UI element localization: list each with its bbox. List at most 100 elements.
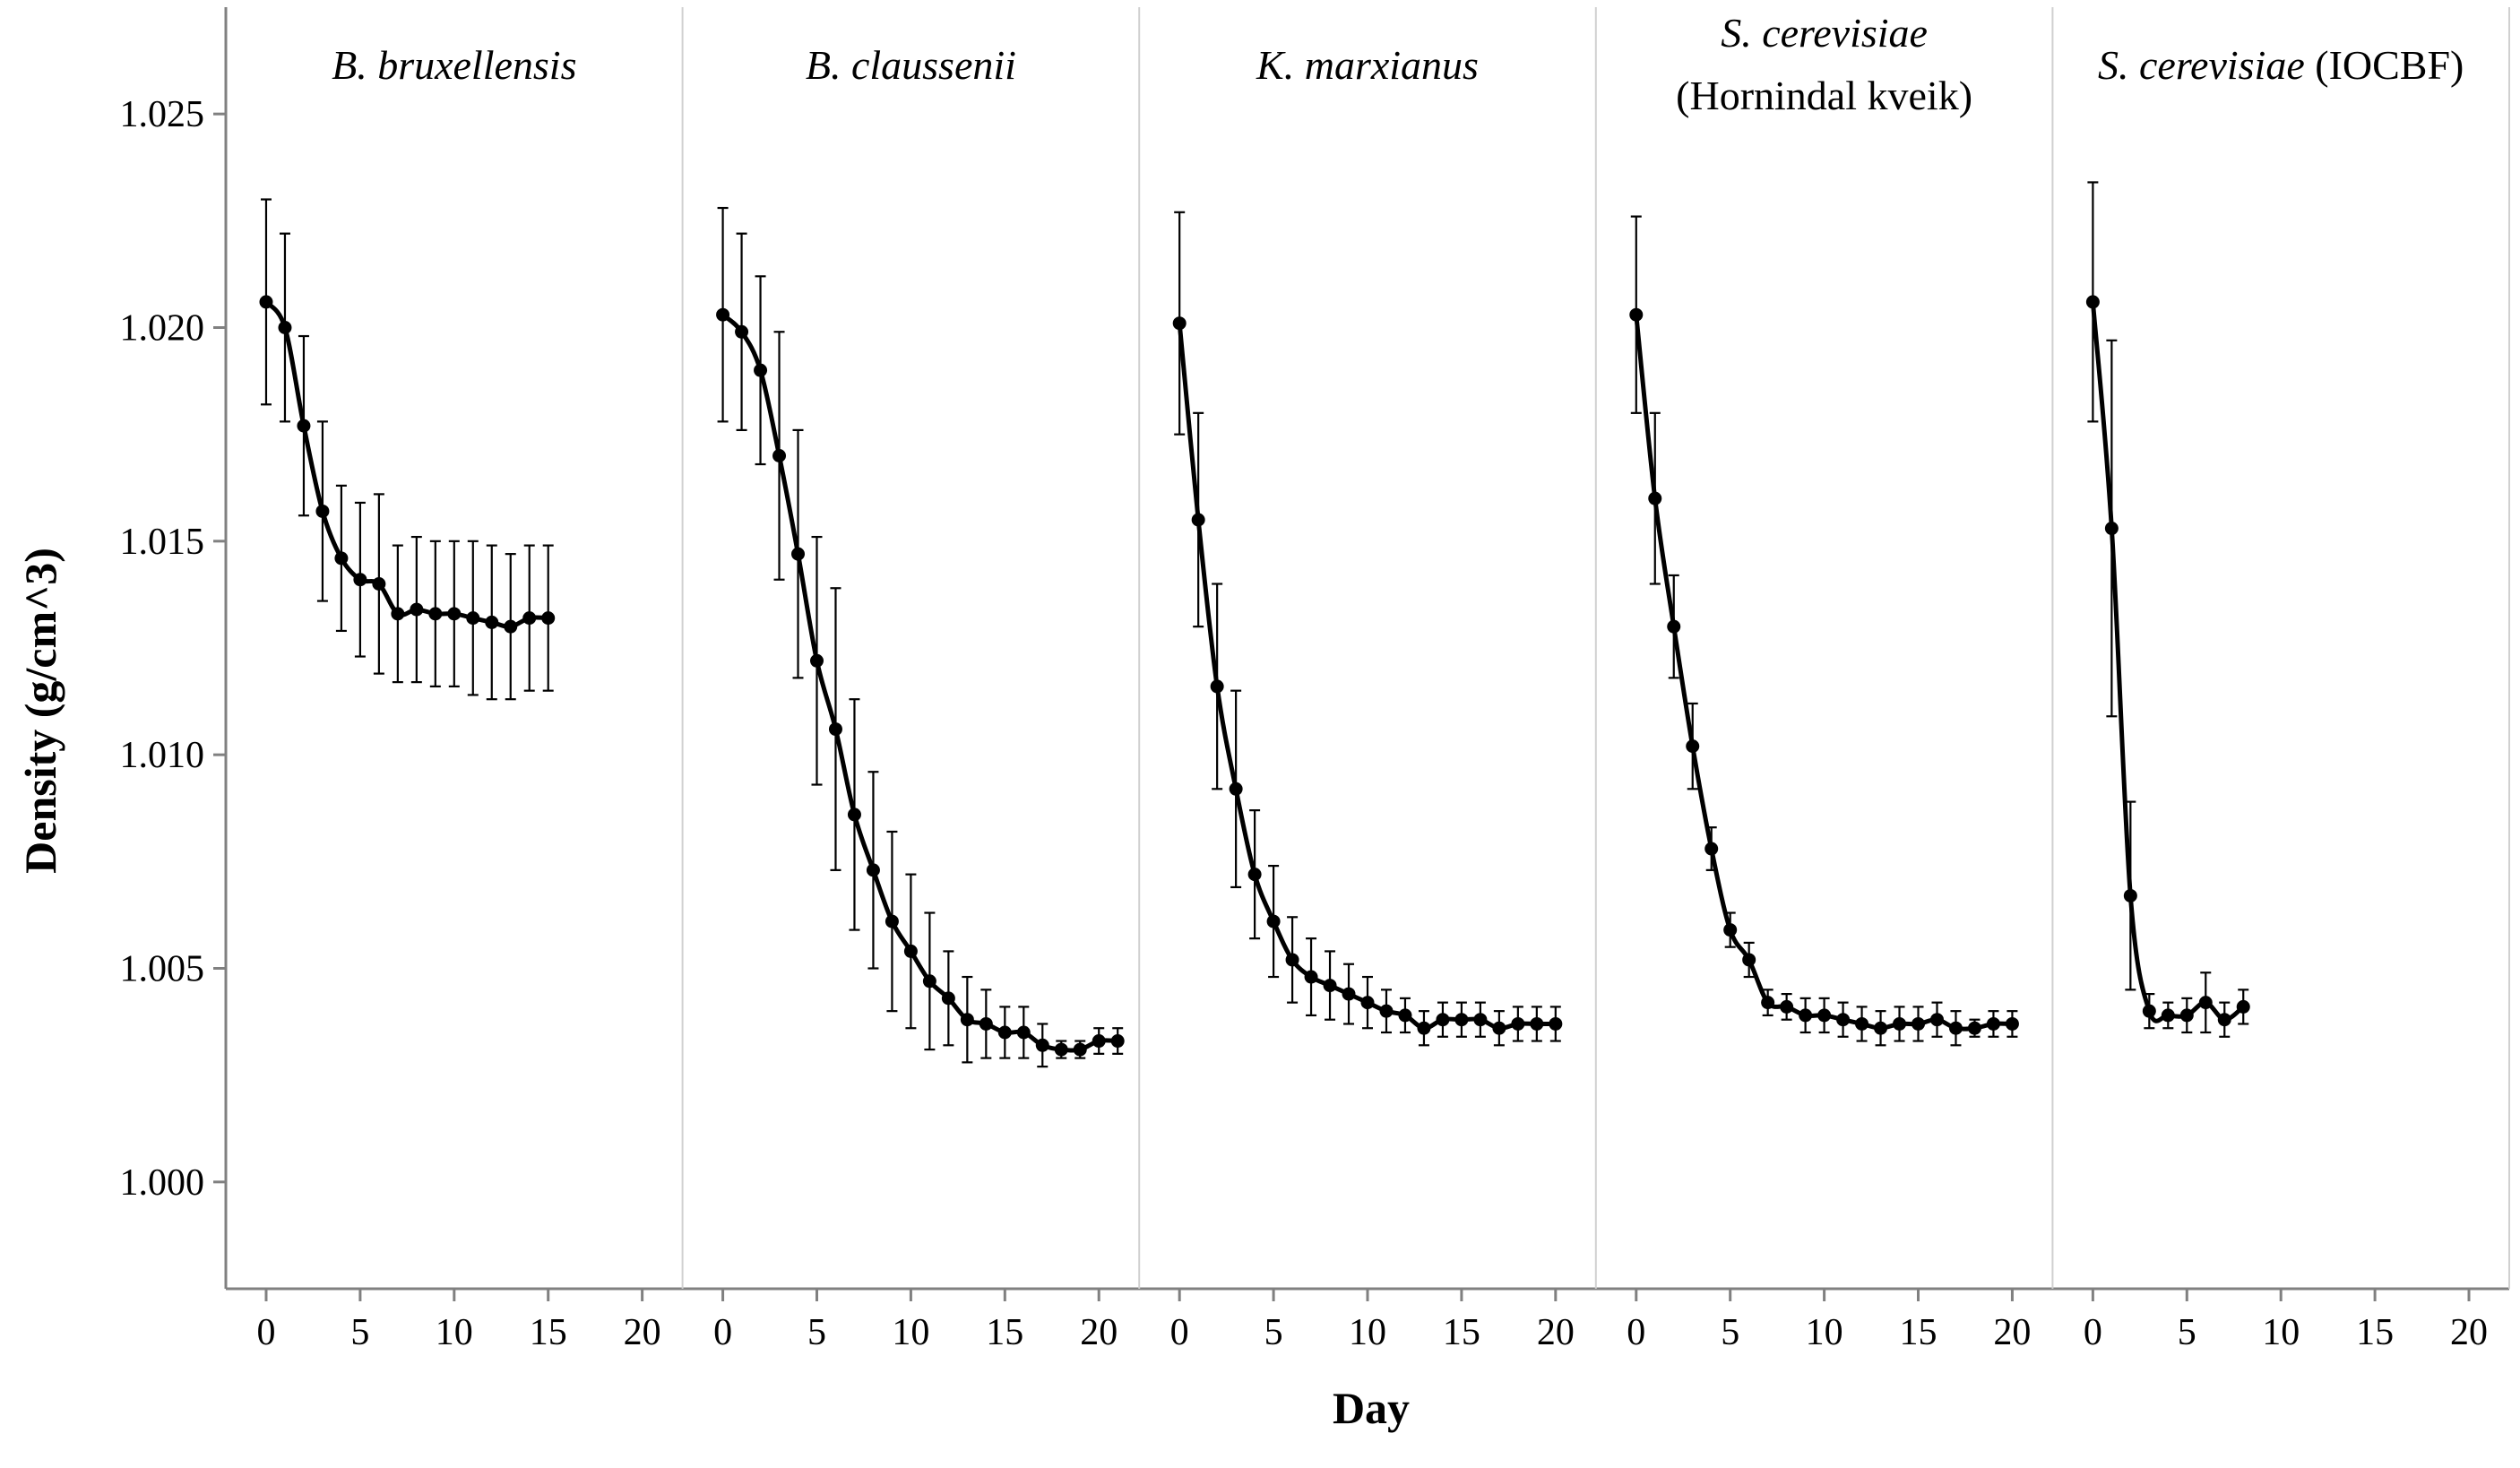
data-point [259, 295, 273, 309]
data-point [1092, 1034, 1106, 1049]
data-point [1549, 1016, 1563, 1031]
data-point [1986, 1016, 2000, 1031]
series-line [1634, 314, 2013, 1032]
panels: B. bruxellensis 0 5 10 15 20 B. claussenii 0 5 10… [256, 7, 2488, 1353]
data-point [1454, 1013, 1469, 1027]
x-tick-label: 20 [1080, 1312, 1118, 1353]
panel-title-species: K. marxianus [1256, 42, 1479, 88]
x-tick-label: 0 [256, 1312, 275, 1353]
data-point [353, 573, 367, 587]
data-point [2005, 1016, 2019, 1031]
x-tick-label: 20 [624, 1312, 661, 1353]
x-tick-label: 15 [1900, 1312, 1937, 1353]
x-tick-label: 5 [350, 1312, 369, 1353]
data-point [791, 547, 806, 561]
data-point [1893, 1016, 1907, 1031]
x-tick-label: 5 [1721, 1312, 1739, 1353]
data-point [903, 944, 918, 958]
x-tick-label: 15 [986, 1312, 1023, 1353]
data-point [1742, 953, 1756, 967]
panel-title-species: S. cerevisiae [1721, 10, 1928, 56]
data-point [1967, 1021, 1981, 1035]
data-point [1285, 953, 1299, 967]
panel-4: S. cerevisiae (Hornindal kveik) 0 5 10 15 20 [1594, 7, 2031, 1353]
data-point [1379, 1004, 1394, 1018]
data-point [1723, 923, 1738, 937]
data-point [278, 321, 292, 334]
data-point [1229, 781, 1243, 796]
series-line [1177, 323, 1556, 1031]
x-tick-label: 20 [1993, 1312, 2031, 1353]
panel-title-line2: (Hornindal kveik) [1676, 73, 1972, 118]
data-point [504, 619, 518, 634]
data-point [2123, 888, 2137, 902]
data-point [1704, 842, 1719, 856]
data-point [828, 722, 842, 737]
panel-title: B. bruxellensis [332, 42, 576, 88]
data-point [2085, 295, 2100, 309]
data-point [1436, 1013, 1450, 1027]
data-point [1874, 1021, 1888, 1035]
panel-5: S. cerevisiae (IOCBF) 0 5 10 15 20 [2051, 7, 2488, 1353]
data-point [1247, 868, 1262, 882]
x-tick-label: 0 [713, 1312, 732, 1353]
x-axis-title: Day [1333, 1383, 1410, 1433]
data-point [1530, 1016, 1544, 1031]
y-tick-label: 1.005 [120, 949, 205, 990]
data-point [541, 611, 556, 626]
data-point [1648, 491, 1662, 505]
panel-1: B. bruxellensis 0 5 10 15 20 [256, 42, 660, 1353]
data-point [847, 807, 861, 822]
data-point [1686, 739, 1700, 754]
panel-title-strain: (IOCBF) [2305, 42, 2464, 88]
x-tick-label: 10 [1806, 1312, 1843, 1353]
data-point [334, 551, 349, 566]
data-point [1035, 1038, 1049, 1052]
data-point [1266, 914, 1281, 928]
panel-title: S. cerevisiae (IOCBF) [2098, 42, 2464, 88]
data-point [297, 419, 311, 433]
data-point [466, 611, 480, 626]
data-point [1304, 970, 1318, 984]
data-point [1398, 1008, 1412, 1023]
data-point [1799, 1008, 1813, 1023]
data-point [772, 449, 787, 462]
panel-title-species: B. claussenii [806, 42, 1016, 88]
data-point [1855, 1016, 1869, 1031]
panel-title-species: B. bruxellensis [332, 42, 576, 88]
x-tick-label: 15 [530, 1312, 567, 1353]
data-point [1836, 1013, 1851, 1027]
data-point [428, 607, 443, 621]
data-point [1417, 1021, 1431, 1035]
data-point [1054, 1042, 1068, 1057]
data-point [410, 602, 424, 617]
x-tick-label: 10 [436, 1312, 473, 1353]
data-point [716, 307, 730, 322]
y-tick-label: 1.025 [120, 94, 205, 135]
data-point [885, 914, 899, 928]
data-point [447, 607, 462, 621]
data-point [2217, 1013, 2231, 1027]
panel-title: S. cerevisiae [1721, 10, 1928, 56]
data-point [1473, 1013, 1488, 1027]
data-point [2142, 1004, 2156, 1018]
data-point [735, 324, 749, 339]
data-point [1016, 1025, 1031, 1040]
x-tick-label: 10 [2262, 1312, 2300, 1353]
x-tick-label: 20 [2450, 1312, 2488, 1353]
x-tick-label: 10 [1349, 1312, 1386, 1353]
x-tick-label: 5 [807, 1312, 826, 1353]
data-point [1929, 1013, 1944, 1027]
data-point [960, 1013, 974, 1027]
data-point [997, 1025, 1012, 1040]
data-point [522, 611, 537, 626]
data-point [2198, 996, 2213, 1010]
series-line [721, 313, 1118, 1053]
data-point [1761, 996, 1775, 1010]
data-point [1667, 619, 1681, 634]
data-point [922, 974, 936, 989]
panel-title: B. claussenii [806, 42, 1016, 88]
data-point [1511, 1016, 1525, 1031]
x-tick-label: 5 [1264, 1312, 1283, 1353]
